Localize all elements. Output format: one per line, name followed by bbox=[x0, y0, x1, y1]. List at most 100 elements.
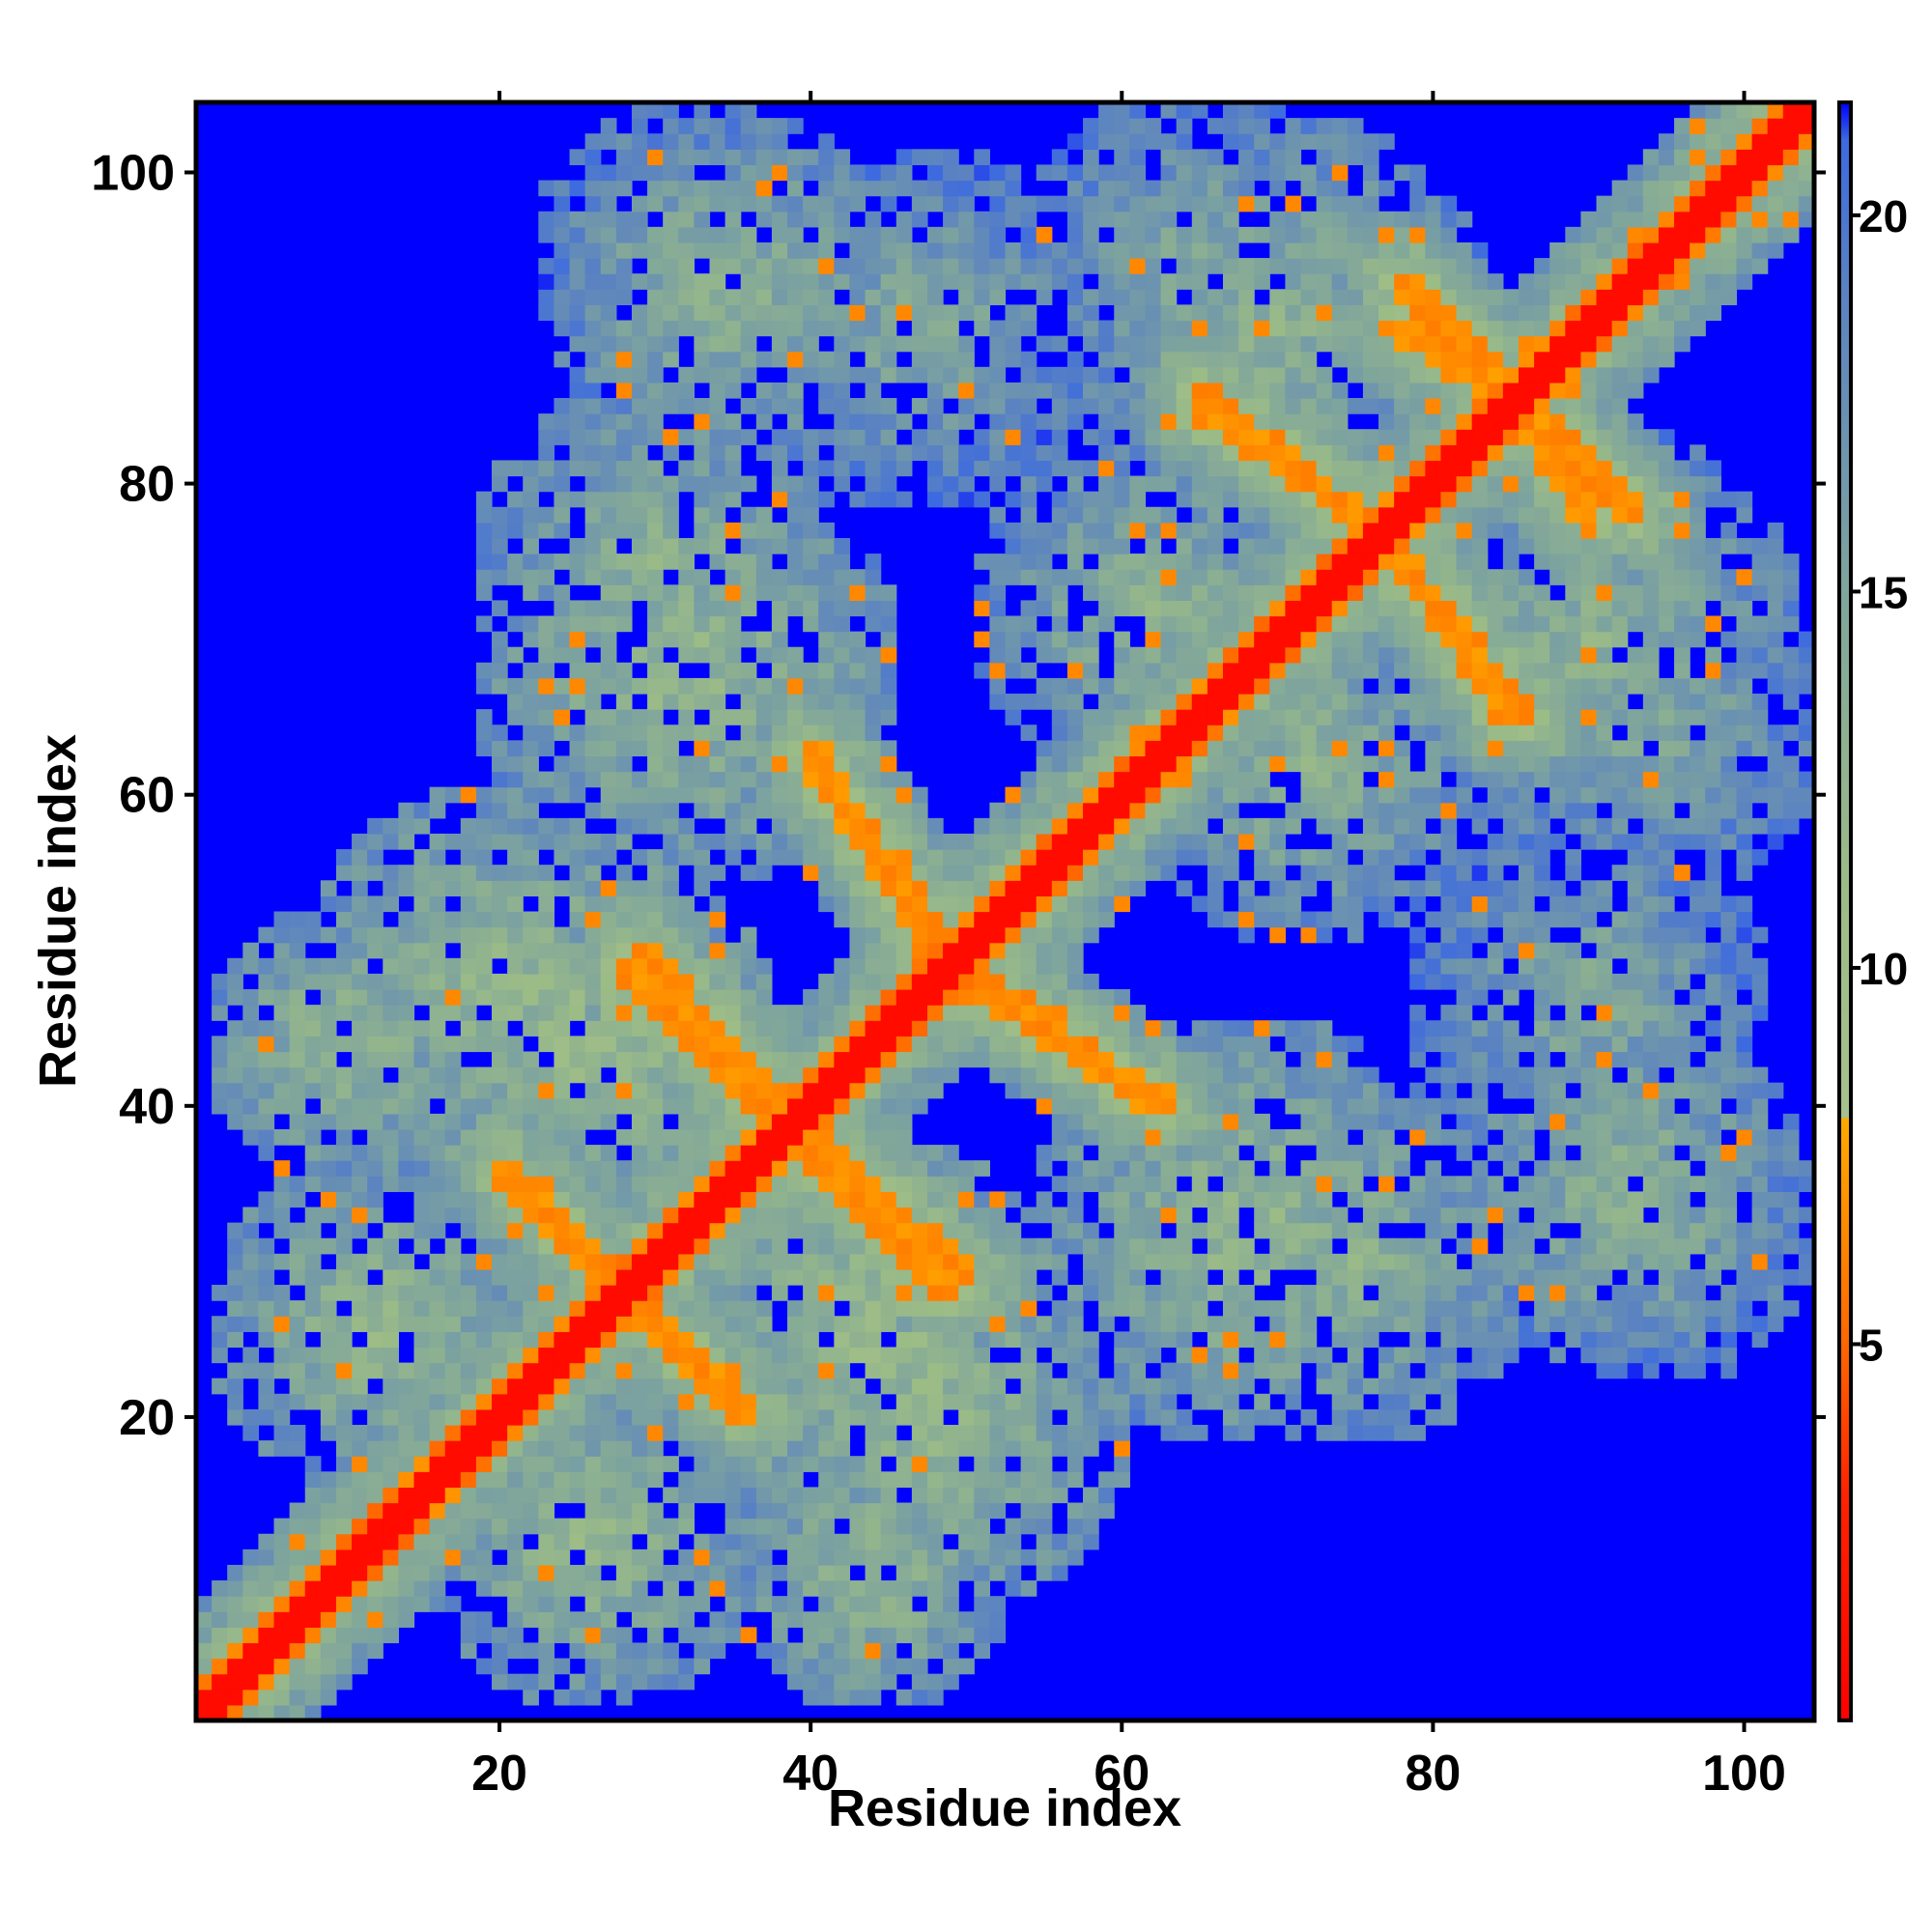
heatmap-cell bbox=[1098, 289, 1115, 305]
heatmap-cell bbox=[1222, 569, 1239, 585]
heatmap-cell bbox=[320, 1596, 337, 1612]
heatmap-cell bbox=[755, 242, 773, 259]
heatmap-cell bbox=[492, 817, 508, 835]
heatmap-cell bbox=[849, 1300, 867, 1317]
heatmap-cell bbox=[849, 662, 867, 679]
heatmap-cell bbox=[1285, 211, 1302, 228]
heatmap-cell bbox=[1005, 1408, 1022, 1426]
heatmap-cell bbox=[569, 989, 586, 1006]
heatmap-cell bbox=[429, 1207, 446, 1224]
heatmap-cell bbox=[818, 740, 835, 757]
heatmap-cell bbox=[849, 911, 867, 928]
heatmap-cell bbox=[974, 942, 990, 959]
heatmap-cell bbox=[367, 833, 384, 850]
heatmap-cell bbox=[1285, 413, 1302, 430]
heatmap-cell bbox=[1160, 1207, 1178, 1224]
heatmap-cell bbox=[1191, 211, 1208, 228]
heatmap-cell bbox=[227, 1331, 243, 1349]
heatmap-cell bbox=[1036, 258, 1053, 274]
heatmap-cell bbox=[523, 942, 539, 959]
heatmap-cell bbox=[740, 475, 757, 493]
heatmap-cell bbox=[1160, 289, 1178, 305]
heatmap-cell bbox=[615, 1331, 633, 1349]
heatmap-cell bbox=[258, 1362, 275, 1379]
heatmap-cell bbox=[398, 1393, 415, 1410]
heatmap-cell bbox=[943, 335, 959, 353]
heatmap-cell bbox=[1098, 460, 1115, 477]
heatmap-cell bbox=[1269, 833, 1287, 850]
heatmap-cell bbox=[383, 926, 399, 944]
heatmap-cell bbox=[1160, 398, 1178, 414]
heatmap-cell bbox=[367, 1518, 384, 1535]
heatmap-cell bbox=[507, 1518, 524, 1535]
heatmap-cell bbox=[1176, 662, 1193, 679]
heatmap-cell bbox=[1051, 989, 1068, 1006]
heatmap-cell bbox=[1145, 429, 1162, 445]
heatmap-cell bbox=[943, 1564, 959, 1581]
heatmap-cell bbox=[849, 1456, 867, 1472]
heatmap-cell bbox=[569, 1456, 586, 1472]
heatmap-cell bbox=[1238, 1176, 1255, 1193]
heatmap-cell bbox=[958, 1331, 975, 1349]
heatmap-cell bbox=[475, 1176, 493, 1193]
heatmap-cell bbox=[1098, 1285, 1115, 1301]
heatmap-cell bbox=[865, 1362, 882, 1379]
heatmap-cell bbox=[1036, 289, 1053, 305]
heatmap-cell bbox=[1160, 320, 1178, 337]
heatmap-cell bbox=[460, 1440, 477, 1457]
heatmap-cell bbox=[1083, 258, 1099, 274]
heatmap-cell bbox=[1254, 1253, 1270, 1270]
heatmap-cell bbox=[974, 1237, 990, 1255]
heatmap-cell bbox=[398, 1533, 415, 1550]
heatmap-cell bbox=[803, 1658, 819, 1675]
heatmap-cell bbox=[1129, 755, 1147, 773]
heatmap-cell bbox=[787, 304, 804, 322]
heatmap-cell bbox=[335, 1580, 353, 1597]
heatmap-cell bbox=[554, 1285, 571, 1301]
heatmap-cell bbox=[694, 429, 711, 445]
heatmap-cell bbox=[1020, 662, 1037, 679]
heatmap-cell bbox=[1207, 709, 1224, 725]
heatmap-cell bbox=[865, 1393, 882, 1410]
heatmap-cell bbox=[212, 1066, 228, 1084]
heatmap-cell bbox=[1285, 1300, 1302, 1317]
heatmap-cell bbox=[663, 1362, 679, 1379]
heatmap-cell bbox=[849, 180, 867, 197]
heatmap-cell bbox=[1191, 226, 1208, 243]
heatmap-cell bbox=[538, 506, 555, 524]
heatmap-cell bbox=[1020, 615, 1037, 633]
heatmap-cell bbox=[1191, 366, 1208, 384]
heatmap-cell bbox=[803, 1564, 819, 1581]
heatmap-cell bbox=[538, 646, 555, 664]
heatmap-cell bbox=[1051, 413, 1068, 430]
heatmap-cell bbox=[1160, 351, 1178, 368]
heatmap-cell bbox=[1191, 694, 1208, 710]
heatmap-cell bbox=[1254, 506, 1270, 524]
heatmap-cell bbox=[1238, 226, 1255, 243]
heatmap-cell bbox=[352, 1253, 368, 1270]
heatmap-cell bbox=[538, 1471, 555, 1489]
heatmap-cell bbox=[678, 1564, 695, 1581]
heatmap-cell bbox=[694, 413, 711, 430]
heatmap-cell bbox=[492, 1378, 508, 1395]
heatmap-cell bbox=[818, 584, 835, 601]
heatmap-cell bbox=[258, 1611, 275, 1628]
heatmap-cell bbox=[724, 1362, 742, 1379]
heatmap-cell bbox=[507, 1596, 524, 1612]
heatmap-cell bbox=[663, 1191, 679, 1208]
heatmap-cell bbox=[880, 880, 897, 896]
heatmap-cell bbox=[631, 740, 648, 757]
heatmap-cell bbox=[1207, 180, 1224, 197]
heatmap-cell bbox=[289, 1393, 306, 1410]
heatmap-cell bbox=[1160, 1253, 1178, 1270]
heatmap-cell bbox=[569, 1097, 586, 1115]
heatmap-cell bbox=[803, 258, 819, 274]
heatmap-cell bbox=[663, 195, 679, 213]
heatmap-cell bbox=[926, 1222, 944, 1239]
heatmap-cell bbox=[1036, 600, 1053, 617]
heatmap-cell bbox=[1238, 304, 1255, 322]
heatmap-cell bbox=[413, 1222, 431, 1239]
heatmap-cell bbox=[694, 942, 711, 959]
heatmap-cell bbox=[554, 273, 571, 290]
heatmap-cell bbox=[352, 973, 368, 990]
